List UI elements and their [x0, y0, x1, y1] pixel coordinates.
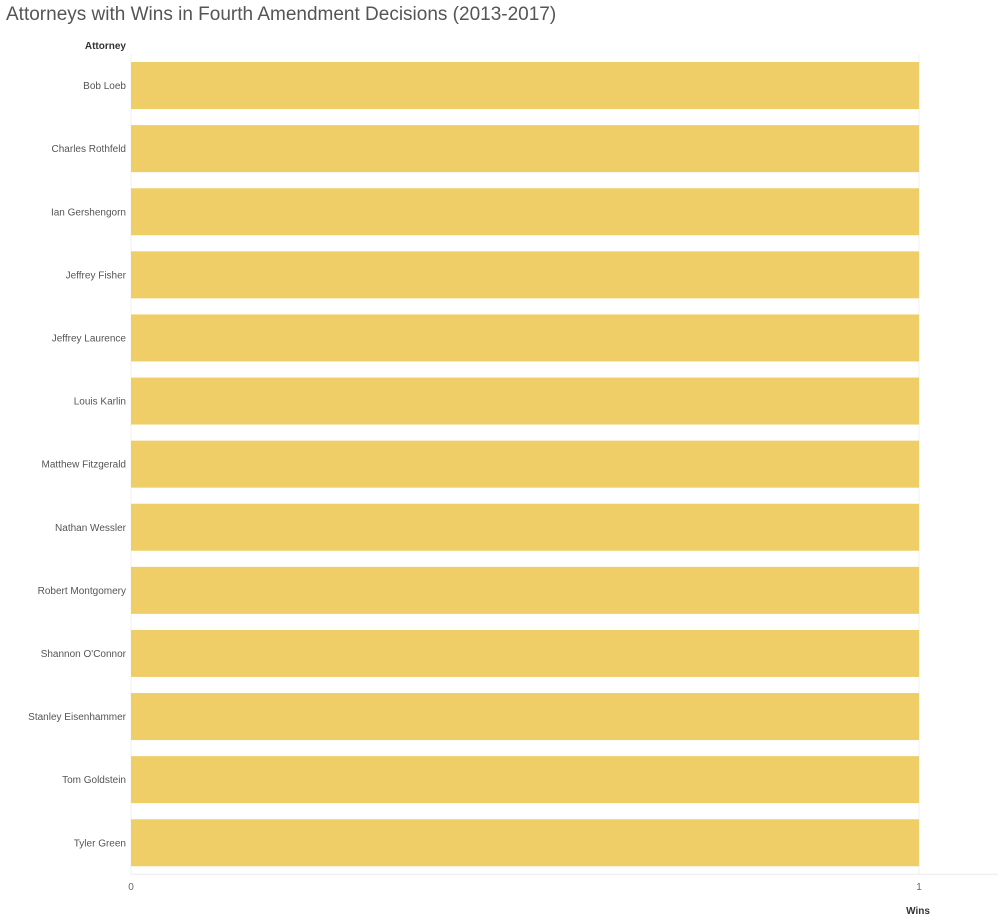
chart-title: Attorneys with Wins in Fourth Amendment …	[6, 4, 557, 25]
bar	[131, 377, 919, 425]
bar	[131, 125, 919, 173]
bar	[131, 440, 919, 488]
bar	[131, 756, 919, 804]
bar	[131, 629, 919, 677]
x-tick-label: 0	[128, 882, 134, 893]
category-label: Jeffrey Laurence	[52, 333, 127, 344]
bar	[131, 314, 919, 362]
category-label: Charles Rothfeld	[52, 144, 126, 155]
category-label: Bob Loeb	[83, 81, 126, 92]
bar	[131, 693, 919, 741]
category-label: Shannon O'Connor	[41, 649, 127, 660]
category-label: Ian Gershengorn	[51, 207, 126, 218]
category-label: Tyler Green	[74, 838, 126, 849]
category-label: Robert Montgomery	[38, 586, 126, 597]
bar	[131, 62, 919, 110]
category-label: Nathan Wessler	[55, 523, 127, 534]
bar	[131, 251, 919, 299]
category-label: Jeffrey Fisher	[66, 270, 127, 281]
y-axis-title: Attorney	[85, 41, 127, 52]
bar	[131, 819, 919, 867]
category-label: Stanley Eisenhammer	[28, 712, 126, 723]
category-label: Matthew Fitzgerald	[42, 460, 126, 471]
x-tick-label: 1	[916, 882, 922, 893]
category-label: Louis Karlin	[74, 397, 126, 408]
category-label: Tom Goldstein	[62, 775, 126, 786]
bar	[131, 188, 919, 236]
x-axis-title: Wins	[906, 906, 930, 917]
bar	[131, 566, 919, 614]
bar	[131, 503, 919, 551]
